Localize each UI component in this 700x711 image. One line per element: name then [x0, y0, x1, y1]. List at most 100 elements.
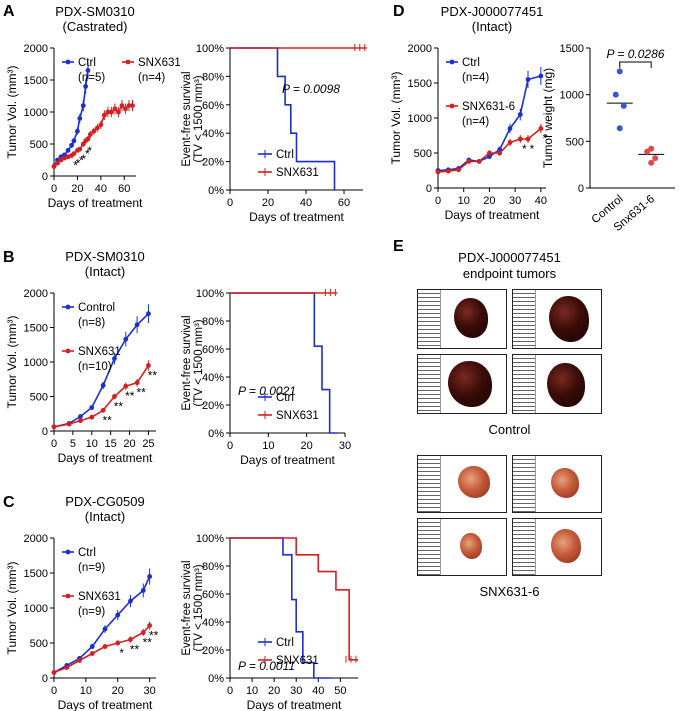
panel-c-ylabel: Tumor Vol. (mm³) [5, 562, 19, 655]
panel-c-legend-label: Ctrl [78, 547, 96, 559]
panel-d-point [507, 140, 513, 145]
panel-c-legend-label: SNX631 [78, 591, 121, 603]
panel-a2-xlabel: Days of treatment [249, 210, 344, 224]
tumor-photo [547, 363, 585, 407]
panel-b2-pvalue: P = 0.0021 [238, 384, 296, 398]
panel-b2-legend-label: Ctrl [276, 392, 294, 404]
panel-d-ytick-label: 2000 [408, 43, 432, 55]
panel-b2-series-ctrl [230, 292, 338, 434]
panel-a2-ytick-label: 40% [202, 128, 224, 140]
panel-a-point [112, 106, 118, 112]
panel-a-point [83, 84, 89, 89]
panel-a-subtitle: (Castrated) [62, 19, 127, 34]
label-control: Control [488, 422, 531, 437]
panel-b-point [89, 414, 95, 420]
panel-b-xtick-label: 5 [70, 438, 76, 450]
panel-d-legend-marker [449, 59, 455, 65]
panel-c-point [51, 670, 57, 675]
tumor-photo [551, 529, 581, 563]
panel-a-significance: * [79, 153, 84, 167]
panel-b-point [134, 380, 140, 386]
panel-e-title-line1: PDX-J000077451 [458, 250, 561, 265]
panel-a-legend-n: (n=4) [138, 72, 165, 84]
panel-b-point [123, 383, 129, 389]
panel-a-point [105, 109, 111, 115]
panel-a-ytick-label: 500 [30, 139, 48, 151]
panel-a-ytick-label: 2000 [24, 43, 48, 55]
panel-b2-xtick-label: 30 [339, 440, 351, 452]
panel-a-significance: * [81, 152, 86, 166]
panel-a-xtick-label: 40 [95, 183, 107, 195]
panel-a-legend-label: Ctrl [78, 57, 96, 69]
panel-letter-e: E [393, 238, 404, 255]
panel-d-point [497, 150, 503, 156]
panel-c-legend-n: (n=9) [78, 606, 105, 618]
panel-a-significance: * [85, 147, 90, 161]
panel-c-xtick-label: 30 [144, 685, 156, 697]
panel-d-legend-marker [449, 103, 455, 109]
tumor-photo [458, 466, 490, 498]
panel-d2-ytick-label: 1000 [560, 90, 584, 102]
panel-b-ytick-label: 1000 [24, 357, 48, 369]
panel-b-subtitle: (Intact) [85, 264, 125, 279]
panel-b-significance: ** [148, 368, 158, 382]
panel-a2-xtick-label: 40 [300, 197, 312, 209]
panel-c-point [115, 640, 121, 646]
panel-a-ylabel: Tumor Vol. (mm³) [5, 66, 19, 159]
panel-c2-legend-label: SNX631 [276, 655, 319, 667]
panel-a2-ylabel: Event-free survival [181, 71, 193, 166]
panel-a-legend-n: (n=5) [78, 72, 105, 84]
panel-c2-ylabel: Event-free survival [181, 560, 193, 655]
panel-d2-point [652, 155, 659, 162]
panel-c2-series-snx631 [230, 537, 358, 661]
panel-a-significance: * [73, 159, 78, 173]
panel-a2-series-ctrl [230, 47, 336, 190]
panel-b: PDX-SM0310(Intact) 0 500 1000 1500 2000 0 5 10 15… [5, 249, 157, 465]
panel-b-point [123, 336, 129, 342]
panel-a-point [77, 146, 83, 152]
panel-d-xtick-label: 30 [509, 195, 521, 207]
ruler [418, 290, 441, 348]
panel-d-legend-n: (n=4) [462, 72, 489, 84]
panel-d-point [456, 167, 461, 173]
panel-a2-ytick-label: 20% [202, 157, 224, 169]
ruler [513, 456, 536, 512]
control-photo-1 [417, 289, 507, 349]
panel-d-point [538, 73, 544, 79]
panel-c-significance: * [119, 646, 124, 660]
panel-b2-xtick-label: 10 [262, 440, 274, 452]
panel-a-point [85, 68, 91, 73]
panel-b-xtick-label: 10 [86, 438, 98, 450]
panel-b-point [100, 383, 106, 388]
panel-c-xtick-label: 0 [51, 685, 57, 697]
panel-a: PDX-SM0310(Castrated) 0 500 1000 1500 2000 0 20… [5, 4, 181, 210]
panel-d-xtick-label: 10 [458, 195, 470, 207]
panel-d-point [507, 126, 513, 131]
panel-b-legend-marker [65, 348, 71, 354]
panel-b-significance: ** [136, 386, 146, 400]
panel-a-point [77, 116, 83, 121]
panel-d-ytick-label: 1500 [408, 78, 432, 90]
panel-b-point [146, 363, 151, 368]
panel-d2-ytick-label: 0 [578, 183, 584, 195]
panel-a-point [94, 125, 100, 131]
panel-a-point [71, 151, 77, 157]
panel-b-significance: ** [125, 389, 135, 403]
panel-d2-point [616, 68, 623, 75]
panel-d2-ytick-label: 1500 [560, 43, 584, 55]
panel-letter-a: A [3, 3, 15, 20]
ruler [513, 519, 536, 575]
panel-letter-b: B [3, 249, 15, 266]
panel-b-ytick-label: 2000 [24, 288, 48, 300]
panel-b2-ytick-label: 60% [202, 344, 224, 356]
treated-photo-1 [417, 455, 507, 513]
panel-a2-pvalue: P = 0.0098 [282, 82, 340, 96]
panel-d2-significance-bracket [619, 61, 652, 68]
panel-c-legend-n: (n=9) [78, 562, 105, 574]
panel-a-ytick-label: 1500 [24, 75, 48, 87]
panel-d2-ytick-label: 500 [566, 136, 584, 148]
panel-d-xtick-label: 40 [535, 195, 547, 207]
panel-a-xlabel: Days of treatment [48, 196, 143, 210]
panel-b-xtick-label: 20 [123, 438, 135, 450]
